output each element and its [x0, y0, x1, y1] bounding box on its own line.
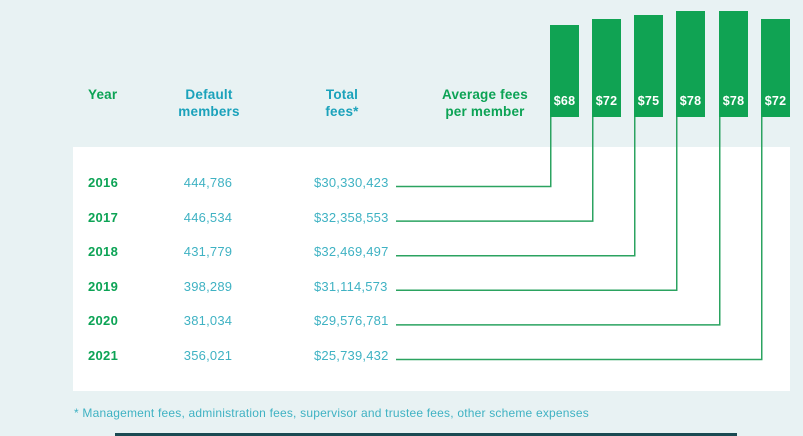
avg-fee-bar: $78 [719, 11, 748, 117]
fees-cell: $30,330,423 [314, 175, 389, 190]
fees-cell: $25,739,432 [314, 348, 389, 363]
year-cell: 2020 [88, 313, 119, 329]
table-row: 2020 381,034 $29,576,781 [0, 312, 803, 330]
column-header-default-members: Default members [178, 87, 240, 119]
members-cell: 431,779 [183, 244, 233, 260]
bar-value-label: $68 [553, 94, 576, 108]
avg-fee-bar: $75 [634, 15, 663, 117]
fees-cell: $32,469,497 [314, 244, 389, 260]
column-header-year: Year [88, 87, 118, 102]
avg-fee-bar: $72 [761, 19, 790, 117]
bar-value-label: $72 [764, 94, 787, 108]
bottom-strip [115, 433, 737, 436]
avg-fee-bar: $68 [550, 25, 579, 117]
bar-value-label: $78 [679, 94, 702, 108]
year-cell: 2019 [88, 278, 119, 294]
fees-cell: $29,576,781 [314, 313, 389, 329]
year-cell: 2018 [88, 244, 119, 260]
table-row: 2021 356,021 $25,739,432 [0, 347, 803, 365]
members-cell: 398,289 [183, 278, 233, 294]
table-row: 2016 444,786 $30,330,423 [0, 174, 803, 192]
members-cell: 381,034 [183, 313, 233, 329]
fees-cell: $32,358,553 [314, 209, 389, 225]
avg-fee-bar: $78 [676, 11, 705, 117]
column-header-average-fees: Average fees per member [442, 87, 528, 119]
table-row: 2018 431,779 $32,469,497 [0, 243, 803, 261]
members-cell: 356,021 [183, 348, 233, 363]
table-row: 2019 398,289 $31,114,573 [0, 278, 803, 296]
year-cell: 2016 [88, 175, 119, 190]
avg-fee-bar: $72 [592, 19, 621, 117]
column-header-total-fees: Total fees* [325, 87, 359, 119]
table-row: 2017 446,534 $32,358,553 [0, 209, 803, 227]
bar-value-label: $75 [637, 94, 660, 108]
bar-value-label: $78 [722, 94, 745, 108]
fees-cell: $31,114,573 [314, 278, 388, 294]
footnote: * Management fees, administration fees, … [74, 406, 589, 420]
bar-value-label: $72 [595, 94, 618, 108]
members-cell: 446,534 [183, 209, 233, 225]
year-cell: 2017 [88, 209, 119, 225]
members-cell: 444,786 [183, 175, 233, 190]
year-cell: 2021 [88, 348, 119, 363]
